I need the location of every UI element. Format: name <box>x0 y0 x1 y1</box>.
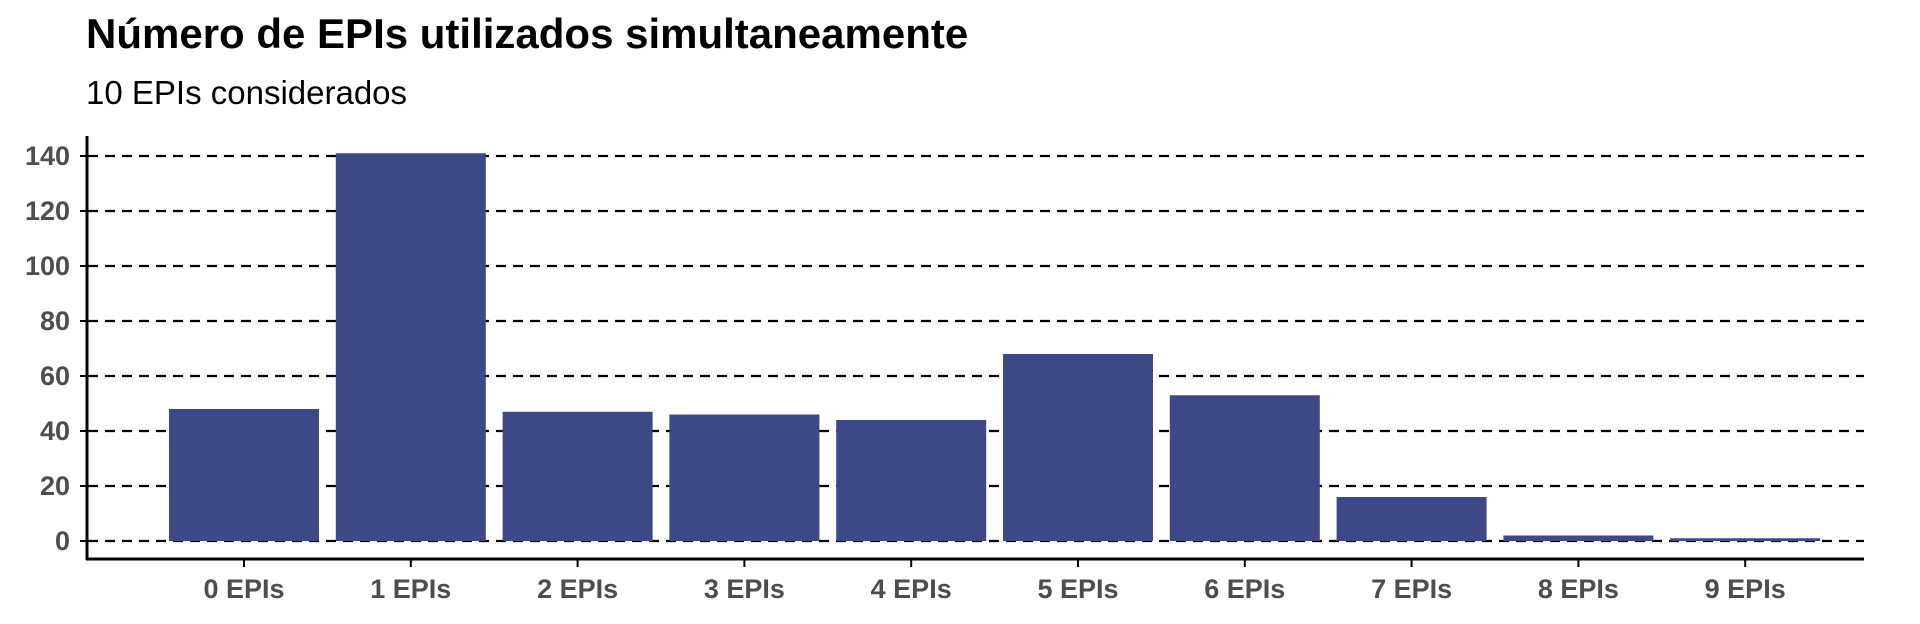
x-tick-label-4: 4 EPIs <box>871 574 952 604</box>
y-tick-label-120: 120 <box>25 196 70 226</box>
bar-8 <box>1503 535 1654 541</box>
bar-4 <box>836 420 987 541</box>
y-tick-label-40: 40 <box>40 416 70 446</box>
bar-3 <box>669 414 820 541</box>
x-tick-label-9: 9 EPIs <box>1705 574 1786 604</box>
bar-9 <box>1670 538 1821 541</box>
bar-6 <box>1169 395 1320 541</box>
bar-7 <box>1336 497 1487 541</box>
y-tick-label-20: 20 <box>40 471 70 501</box>
y-tick-label-100: 100 <box>25 251 70 281</box>
x-tick-label-5: 5 EPIs <box>1037 574 1118 604</box>
bar-2 <box>502 411 653 541</box>
y-axis-ticks: 0 20 40 60 80 100 120 140 <box>25 141 87 556</box>
chart-subtitle: 10 EPIs considerados <box>86 74 408 111</box>
x-tick-label-3: 3 EPIs <box>704 574 785 604</box>
x-tick-label-1: 1 EPIs <box>370 574 451 604</box>
y-tick-label-0: 0 <box>55 526 70 556</box>
x-tick-label-6: 6 EPIs <box>1204 574 1285 604</box>
x-axis-ticks: 0 EPIs 1 EPIs 2 EPIs 3 EPIs 4 EPIs 5 EPIs 6 EP… <box>203 560 1786 604</box>
chart-title: Número de EPIs utilizados simultaneament… <box>86 10 969 57</box>
y-tick-label-140: 140 <box>25 141 70 171</box>
x-tick-label-2: 2 EPIs <box>537 574 618 604</box>
bars <box>169 153 1821 541</box>
bar-1 <box>335 153 486 541</box>
x-tick-label-7: 7 EPIs <box>1371 574 1452 604</box>
y-tick-label-60: 60 <box>40 361 70 391</box>
x-tick-label-0: 0 EPIs <box>203 574 284 604</box>
bar-5 <box>1003 354 1153 541</box>
x-tick-label-8: 8 EPIs <box>1538 574 1619 604</box>
y-tick-label-80: 80 <box>40 306 70 336</box>
bar-0 <box>169 409 319 541</box>
